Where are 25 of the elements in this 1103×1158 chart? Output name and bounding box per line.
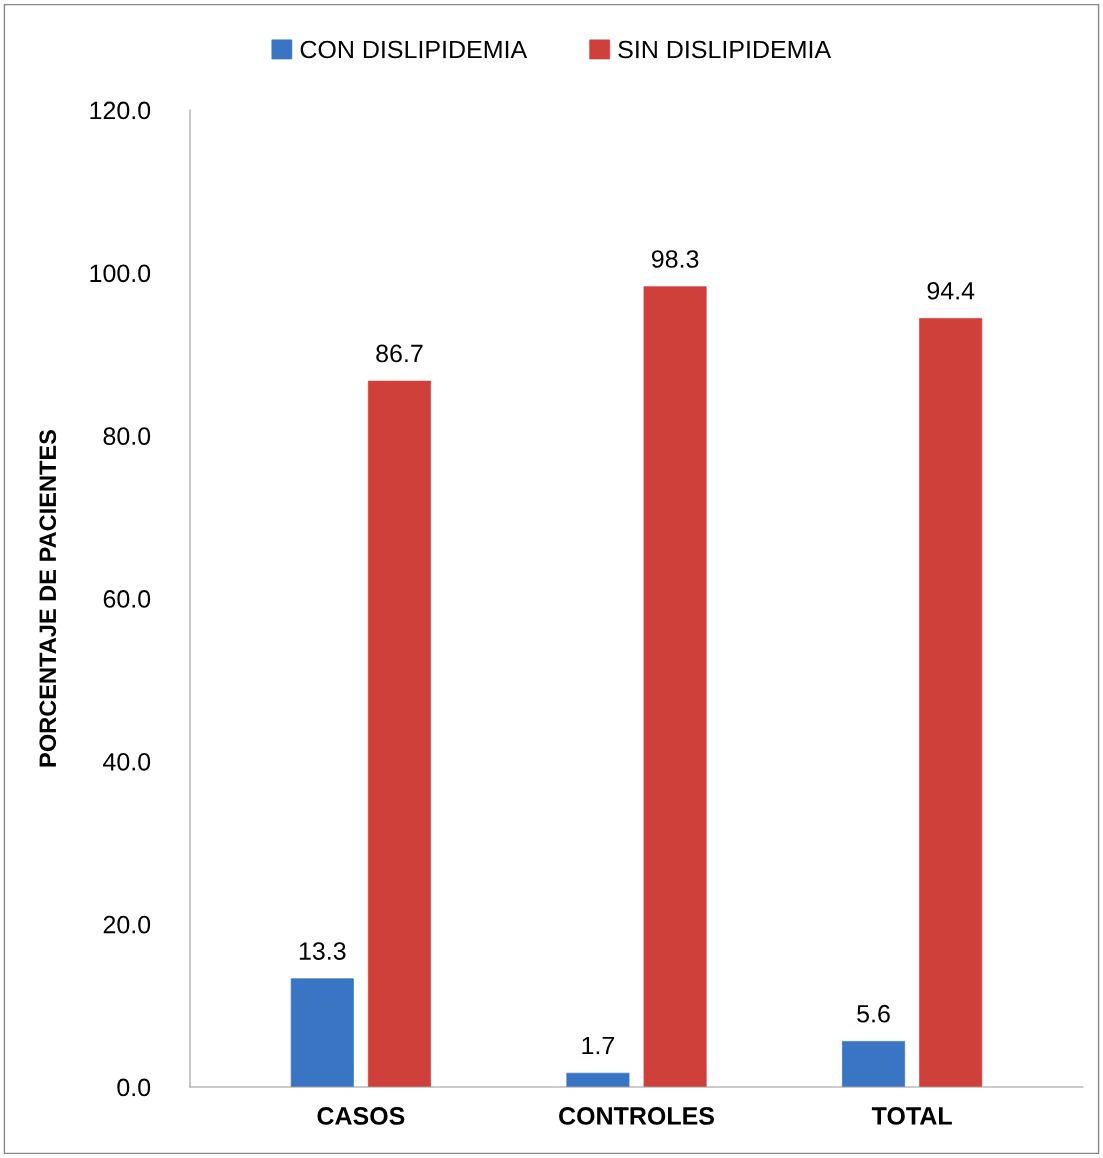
x-tick-label: TOTAL [871, 1107, 952, 1125]
data-label: 1.7 [582, 1036, 615, 1055]
x-tick-label: CONTROLES [559, 1107, 714, 1125]
data-label: 5.6 [857, 1004, 890, 1023]
bar [566, 1072, 630, 1087]
data-label: 13.3 [299, 942, 346, 960]
bar [842, 1041, 906, 1087]
bar [643, 286, 707, 1087]
y-tick-label: 80.0 [103, 427, 151, 445]
y-tick-label: 100.0 [90, 264, 151, 283]
y-tick-label: 40.0 [103, 752, 151, 771]
y-tick-label: 0.0 [117, 1078, 151, 1097]
data-label: 98.3 [651, 250, 699, 268]
y-tick-label: 120.0 [90, 101, 151, 120]
bar [290, 978, 354, 1087]
legend-label: CON DISLIPIDEMIA [300, 40, 528, 59]
bar [919, 318, 983, 1087]
data-label: 86.7 [376, 344, 423, 363]
y-tick-label: 20.0 [103, 915, 151, 934]
legend-label: SIN DISLIPIDEMIA [618, 40, 832, 59]
y-axis-title: PORCENTAJE DE PACIENTES [39, 429, 57, 767]
data-label: 94.4 [927, 281, 975, 300]
bar [367, 380, 431, 1087]
x-tick-label: CASOS [317, 1107, 405, 1125]
y-tick-label: 60.0 [103, 590, 151, 608]
